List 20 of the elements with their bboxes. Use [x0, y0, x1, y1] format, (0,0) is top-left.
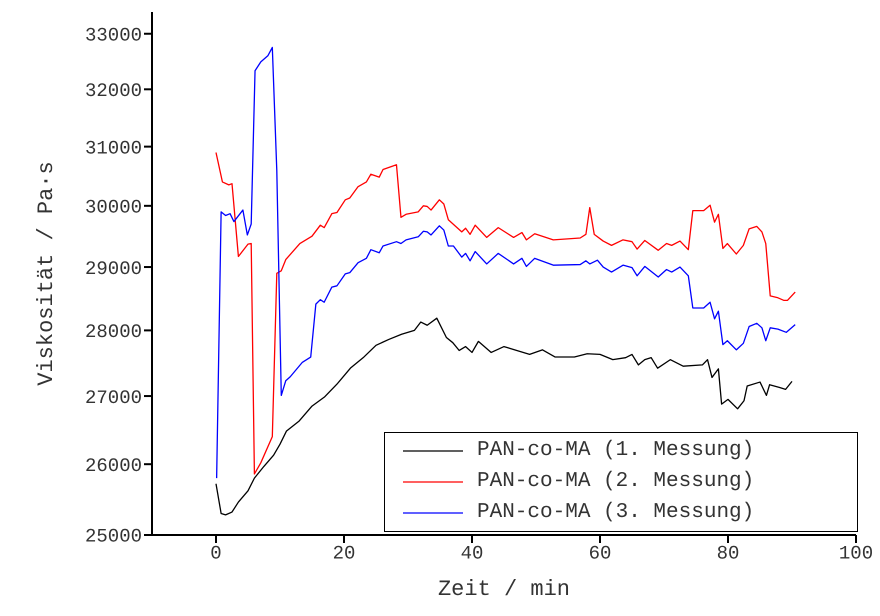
x-axis-title: Zeit / min [438, 577, 570, 602]
y-tick-label: 33000 [84, 24, 142, 46]
y-tick-label: 27000 [84, 386, 142, 409]
x-tick-label: 100 [838, 542, 874, 564]
y-tick-label: 30000 [84, 196, 142, 219]
y-tick-label: 26000 [84, 454, 142, 477]
y-tick-label: 29000 [84, 258, 142, 280]
y-tick-label: 28000 [84, 321, 142, 344]
x-tick-label: 60 [588, 542, 612, 564]
y-axis-title: Viskosität / Pa·s [34, 161, 59, 386]
x-tick-label: 0 [210, 542, 222, 564]
legend-label: PAN-co-MA (3. Messung) [477, 501, 754, 524]
y-tick-label: 25000 [84, 526, 142, 548]
x-tick-label: 20 [332, 542, 356, 564]
x-tick-label: 40 [460, 542, 484, 564]
legend-label: PAN-co-MA (1. Messung) [477, 439, 754, 462]
y-tick-label: 31000 [84, 137, 142, 160]
legend-label: PAN-co-MA (2. Messung) [477, 470, 754, 493]
y-tick-label: 32000 [84, 80, 142, 102]
x-tick-label: 80 [716, 542, 740, 564]
